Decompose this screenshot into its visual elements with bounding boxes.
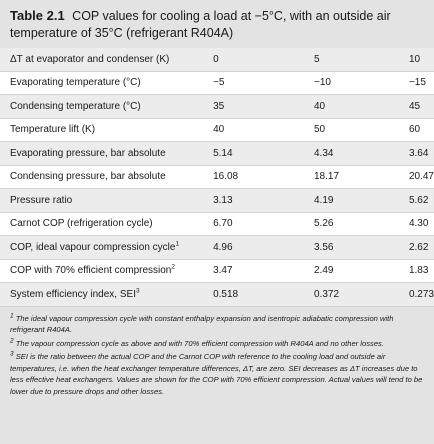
table-cell: 4.19 xyxy=(276,188,377,213)
row-label: COP with 70% efficient compression2 xyxy=(0,259,184,283)
row-label-text: Condensing pressure, bar absolute xyxy=(10,171,166,183)
table-row: COP with 70% efficient compression2 3.47 2… xyxy=(0,259,434,283)
caption-text: COP values for cooling a load at −5°C, w… xyxy=(10,9,391,40)
footnote: 1 The ideal vapour compression cycle wit… xyxy=(10,311,424,336)
row-label: ΔT at evaporator and condenser (K) xyxy=(0,48,184,72)
table-cell: 5.62 xyxy=(376,188,434,213)
data-table: ΔT at evaporator and condenser (K) 0 5 10 Ev… xyxy=(0,48,434,307)
table-row: ΔT at evaporator and condenser (K) 0 5 10 xyxy=(0,48,434,72)
table-row: Condensing temperature (°C) 35 40 45 xyxy=(0,94,434,119)
table-cell: 20.47 xyxy=(376,165,434,189)
table-row: Pressure ratio 3.13 4.19 5.62 xyxy=(0,188,434,213)
footnote-marker: 1 xyxy=(175,240,180,248)
table-cell: 5.14 xyxy=(183,141,276,166)
table-cell: 3.47 xyxy=(183,259,276,283)
row-label-text: System efficiency index, SEI xyxy=(10,288,136,300)
footnote-text: The vapour compression cycle as above an… xyxy=(13,338,384,348)
row-label: Condensing pressure, bar absolute xyxy=(0,165,184,189)
footnote-number: 2 xyxy=(10,337,14,345)
row-label-text: COP, ideal vapour compression cycle xyxy=(10,241,176,253)
table-cell: 6.70 xyxy=(183,212,276,236)
table-cell: 40 xyxy=(183,118,276,142)
table-cell: −5 xyxy=(183,71,276,95)
table-cell: 5.26 xyxy=(276,212,377,236)
row-label: Evaporating pressure, bar absolute xyxy=(0,141,184,166)
table-cell: 16.08 xyxy=(183,165,276,189)
table-cell: −10 xyxy=(276,71,377,95)
table-cell: 0 xyxy=(183,48,276,72)
footnote: 2 The vapour compression cycle as above … xyxy=(10,337,424,350)
table-cell: 1.83 xyxy=(376,259,434,283)
table-cell: 3.13 xyxy=(183,188,276,213)
row-label: System efficiency index, SEI3 xyxy=(0,282,184,307)
table-cell: 60 xyxy=(376,118,434,142)
footnotes: 1 The ideal vapour compression cycle wit… xyxy=(0,306,434,398)
table-row: System efficiency index, SEI3 0.518 0.372 0… xyxy=(0,282,434,307)
row-label-text: Pressure ratio xyxy=(10,194,73,206)
table-cell: 0.372 xyxy=(276,282,377,307)
row-label: Evaporating temperature (°C) xyxy=(0,71,184,95)
footnote-marker: 3 xyxy=(135,287,140,295)
table-cell: 4.30 xyxy=(376,212,434,236)
table-cell: −15 xyxy=(376,71,434,95)
table-cell: 4.96 xyxy=(183,235,276,260)
footnote-text: The ideal vapour compression cycle with … xyxy=(10,313,394,335)
footnote: 3 SEI is the ratio between the actual CO… xyxy=(10,351,424,397)
table-cell: 35 xyxy=(183,94,276,119)
table-cell: 3.56 xyxy=(276,235,377,260)
table-cell: 40 xyxy=(276,94,377,119)
table-cell: 3.64 xyxy=(376,141,434,166)
row-label-text: ΔT at evaporator and condenser (K) xyxy=(10,53,170,65)
table-cell: 18.17 xyxy=(276,165,377,189)
table-number: Table 2.1 xyxy=(10,8,65,23)
table-caption: Table 2.1 COP values for cooling a load … xyxy=(0,0,434,48)
row-label: COP, ideal vapour compression cycle1 xyxy=(0,235,184,260)
table-row: Carnot COP (refrigeration cycle) 6.70 5.26… xyxy=(0,212,434,236)
row-label-text: COP with 70% efficient compression xyxy=(10,265,172,277)
footnote-number: 3 xyxy=(10,350,14,358)
footnote-number: 1 xyxy=(10,311,14,319)
table-cell: 5 xyxy=(276,48,377,72)
row-label-text: Evaporating pressure, bar absolute xyxy=(10,147,166,159)
row-label: Temperature lift (K) xyxy=(0,118,184,142)
table-row: Evaporating temperature (°C) −5 −10 −15 xyxy=(0,71,434,95)
footnote-marker: 2 xyxy=(171,263,175,271)
table-cell: 45 xyxy=(376,94,434,119)
row-label: Condensing temperature (°C) xyxy=(0,94,184,119)
table-cell: 10 xyxy=(376,48,434,72)
table-row: Condensing pressure, bar absolute 16.08 18… xyxy=(0,165,434,189)
row-label-text: Temperature lift (K) xyxy=(10,124,96,136)
table-cell: 2.49 xyxy=(276,259,377,283)
row-label-text: Evaporating temperature (°C) xyxy=(10,77,141,89)
row-label-text: Carnot COP (refrigeration cycle) xyxy=(10,218,153,230)
row-label-text: Condensing temperature (°C) xyxy=(10,100,141,112)
table-cell: 50 xyxy=(276,118,377,142)
table-cell: 0.518 xyxy=(183,282,276,307)
footnote-text: SEI is the ratio between the actual COP … xyxy=(10,352,423,397)
table-row: COP, ideal vapour compression cycle1 4.96… xyxy=(0,235,434,260)
table-cell: 2.62 xyxy=(376,235,434,260)
table-row: Temperature lift (K) 40 50 60 xyxy=(0,118,434,142)
table-row: Evaporating pressure, bar absolute 5.14 4.… xyxy=(0,141,434,166)
table-cell: 4.34 xyxy=(276,141,377,166)
table-cell: 0.273 xyxy=(376,282,434,307)
row-label: Pressure ratio xyxy=(0,188,184,213)
row-label: Carnot COP (refrigeration cycle) xyxy=(0,212,184,236)
